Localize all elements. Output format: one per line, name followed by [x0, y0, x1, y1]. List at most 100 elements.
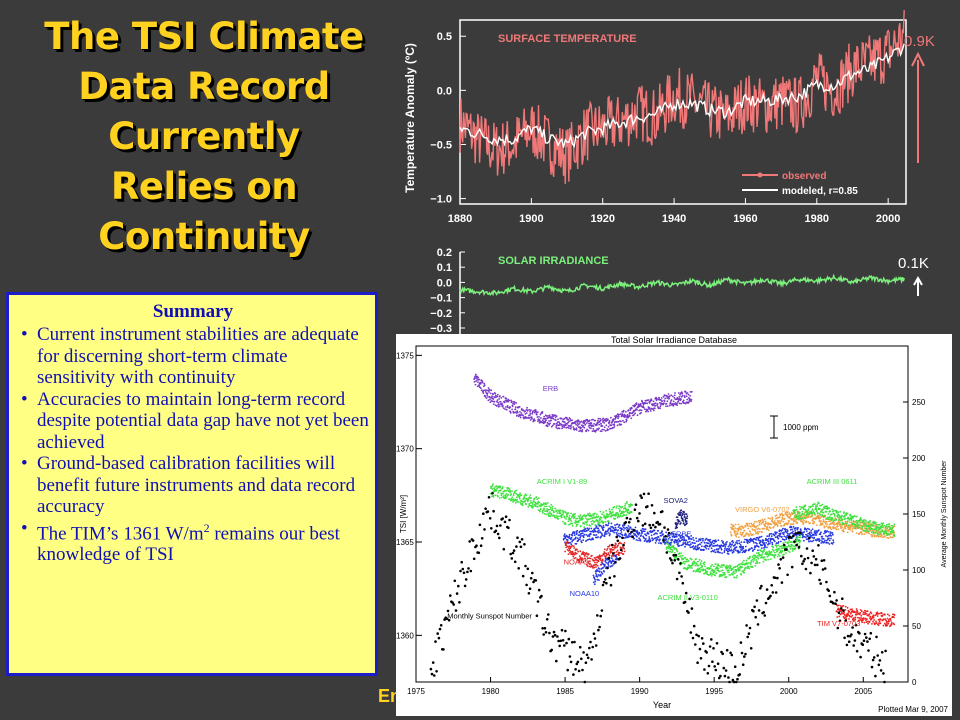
tsi-data-point — [869, 520, 871, 522]
tsi-data-point — [871, 531, 873, 533]
tsi-data-point — [613, 423, 616, 426]
tsi-data-point — [846, 634, 850, 638]
temp-y-axis-label: Temperature Anomaly (ºC) — [403, 43, 417, 193]
tsi-data-point — [602, 522, 604, 525]
tsi-data-point — [690, 543, 692, 546]
tsi-data-point — [574, 513, 577, 515]
tsi-data-point — [700, 569, 703, 571]
tsi-data-point — [617, 529, 620, 531]
tsi-data-point — [859, 613, 861, 616]
tsi-data-point — [576, 517, 579, 520]
tsi-data-point — [567, 512, 569, 514]
tsi-data-point — [755, 599, 759, 602]
tsi-data-point — [597, 560, 600, 563]
tsi-data-point — [608, 532, 610, 534]
tsi-data-point — [686, 517, 688, 520]
tsi-data-point — [711, 660, 714, 663]
tsi-data-point — [710, 550, 713, 553]
tsi-data-point — [480, 387, 482, 389]
tsi-data-point — [634, 503, 638, 506]
tsi-data-point — [756, 555, 759, 557]
tsi-data-point — [538, 501, 540, 504]
tsi-data-point — [569, 660, 573, 664]
tsi-data-point — [552, 630, 556, 634]
tsi-data-point — [590, 658, 593, 661]
tsi-data-point — [673, 541, 676, 544]
tsi-data-point — [859, 609, 862, 611]
tsi-data-point — [587, 562, 590, 564]
tsi-data-point — [575, 424, 578, 426]
tsi-data-point — [601, 534, 604, 537]
tsi-data-point — [636, 535, 638, 538]
tsi-data-point — [582, 521, 585, 524]
tsi-data-point — [621, 534, 624, 537]
tsi-data-point — [603, 553, 605, 556]
tsi-data-point — [743, 529, 746, 532]
tsi-data-point — [760, 535, 763, 538]
tsi-data-point — [545, 419, 547, 422]
tsi-data-point — [888, 620, 890, 623]
tsi-data-point — [583, 422, 586, 424]
tsi-data-point — [879, 523, 881, 526]
tsi-data-point — [706, 545, 709, 547]
tsi-data-point — [581, 429, 584, 431]
tsi-data-point — [812, 510, 815, 512]
tsi-data-point — [810, 534, 813, 537]
tsi-data-point — [573, 547, 575, 549]
tsi-data-point — [509, 552, 512, 556]
tsi-data-point — [529, 502, 532, 504]
tsi-data-point — [810, 505, 812, 508]
tsi-data-point — [771, 541, 773, 544]
tsi-data-point — [596, 565, 599, 567]
tsi-data-point — [661, 400, 664, 403]
tsi-data-point — [526, 567, 530, 571]
tsi-data-point — [553, 423, 556, 425]
tsi-data-point — [769, 594, 772, 598]
tsi-data-point — [478, 378, 481, 381]
tsi-data-point — [748, 523, 751, 525]
tsi-data-point — [743, 571, 746, 574]
tsi-data-point — [682, 558, 685, 560]
tsi-data-point — [537, 503, 539, 505]
tsi-data-point — [709, 538, 712, 541]
tsi-data-point — [614, 544, 617, 547]
tsi-data-point — [498, 497, 501, 499]
tsi-data-point — [877, 612, 880, 615]
tsi-data-point — [523, 543, 526, 546]
tsi-data-point — [597, 570, 599, 572]
tsi-data-point — [671, 550, 674, 552]
tsi-data-point — [554, 416, 557, 419]
tsi-data-point — [817, 529, 820, 531]
tsi-data-point — [760, 556, 762, 559]
tsi-data-point — [502, 547, 506, 551]
tsi-data-point — [679, 393, 681, 396]
tsi-data-point — [559, 509, 562, 512]
tsi-data-point — [584, 517, 587, 519]
tsi-data-point — [484, 391, 487, 393]
tsi-data-point — [586, 552, 588, 555]
tsi-data-point — [593, 577, 596, 580]
tsi-data-point — [468, 540, 471, 543]
tsi-data-point — [686, 558, 689, 561]
tsi-data-point — [665, 402, 668, 405]
tsi-data-point — [720, 548, 723, 551]
tsi-data-point — [888, 614, 891, 617]
tsi-data-point — [580, 541, 583, 544]
title-line-1: The TSI Climate — [44, 15, 364, 58]
tsi-data-point — [668, 534, 671, 537]
tsi-series-10 — [429, 492, 887, 684]
tsi-data-point — [589, 533, 592, 536]
tsi-data-point — [631, 528, 633, 531]
tsi-data-point — [644, 528, 647, 530]
tsi-data-point — [565, 518, 567, 520]
tsi-data-point — [728, 549, 731, 552]
tsi-data-point — [822, 508, 824, 510]
tsi-data-point — [754, 520, 756, 523]
tsi-data-point — [727, 565, 730, 568]
tsi-data-point — [550, 514, 553, 516]
tsi-data-point — [727, 676, 730, 679]
tsi-data-point — [612, 419, 615, 422]
tsi-data-point — [665, 531, 668, 534]
tsi-data-point — [659, 405, 662, 408]
tsi-data-point — [839, 523, 842, 526]
